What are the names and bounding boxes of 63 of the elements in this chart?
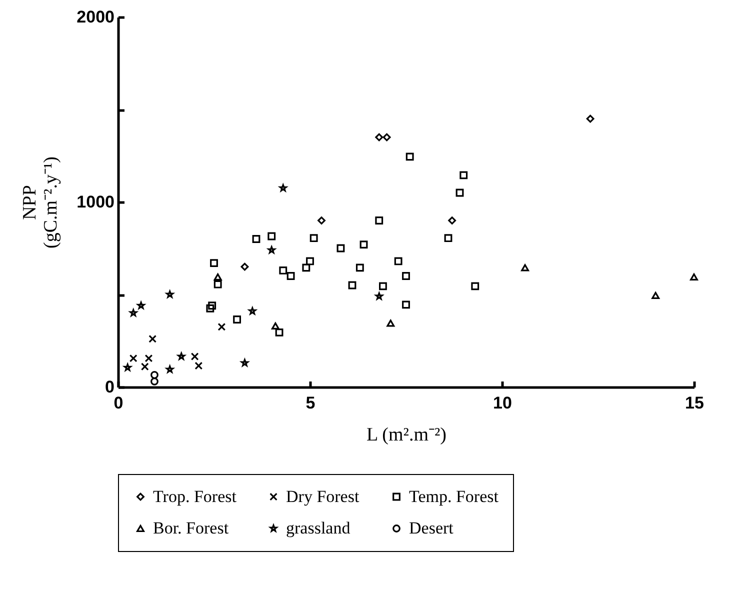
point <box>214 280 222 288</box>
point <box>240 262 249 271</box>
point <box>521 264 529 272</box>
point <box>586 114 594 123</box>
point <box>318 216 326 224</box>
point <box>214 273 222 280</box>
point <box>206 304 214 312</box>
point <box>348 281 356 290</box>
point <box>360 240 368 249</box>
point <box>471 282 480 290</box>
point <box>456 188 464 197</box>
point <box>310 234 318 242</box>
point <box>336 244 345 252</box>
point <box>382 133 391 142</box>
x-tick-label: 15 <box>685 394 704 412</box>
point <box>652 292 660 299</box>
point <box>406 152 414 161</box>
x-tick-label: 10 <box>493 394 512 412</box>
point <box>402 272 410 280</box>
y-tick-label: 1000 <box>76 192 114 212</box>
point <box>208 302 216 310</box>
y-tick-label: 0 <box>105 378 114 396</box>
point <box>271 322 280 330</box>
legend-label: grassland <box>286 518 351 538</box>
point <box>218 322 226 331</box>
y-axis-title: NPP (gC.m⁻².y⁻¹) <box>20 156 62 248</box>
point <box>394 257 402 266</box>
point <box>190 352 199 360</box>
point <box>210 259 218 268</box>
y-tick-label: 2000 <box>76 8 114 26</box>
point <box>150 371 158 379</box>
legend-label: Temp. Forest <box>409 486 499 506</box>
point <box>302 264 310 272</box>
x-axis-title: L (m².m⁻²) <box>366 424 447 446</box>
point <box>286 272 295 280</box>
point <box>144 354 153 362</box>
point <box>444 234 452 242</box>
point <box>356 264 364 272</box>
point <box>194 362 203 370</box>
legend-label: Desert <box>409 518 454 538</box>
point <box>252 235 260 243</box>
point <box>279 266 288 274</box>
point <box>129 354 138 362</box>
x-tick-label: 5 <box>306 394 316 412</box>
point <box>460 171 468 180</box>
point <box>690 273 698 280</box>
point <box>148 334 157 343</box>
point <box>375 133 384 142</box>
legend-label: Bor. Forest <box>153 518 229 538</box>
point <box>275 328 284 336</box>
point <box>386 320 395 327</box>
point <box>448 216 456 224</box>
legend-label: Dry Forest <box>286 486 360 506</box>
legend-label: Trop. Forest <box>153 486 237 506</box>
point <box>140 362 149 371</box>
point <box>306 257 314 266</box>
point <box>240 358 249 366</box>
point <box>233 316 242 324</box>
point <box>402 300 410 309</box>
point <box>375 216 384 224</box>
point <box>268 232 276 240</box>
point <box>150 377 158 386</box>
point <box>379 282 387 290</box>
